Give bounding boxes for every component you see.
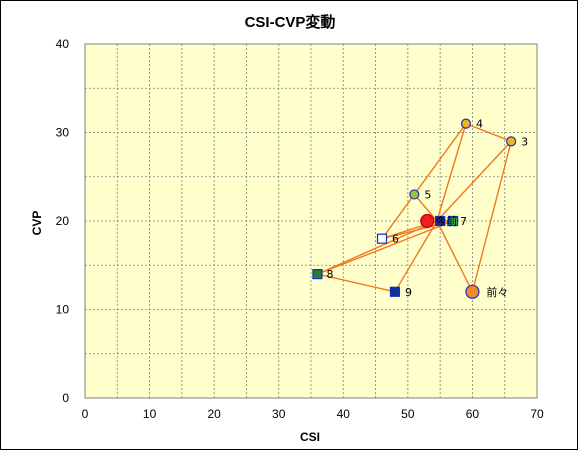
data-point [376,233,388,244]
data-point [435,215,446,227]
x-tick-label: 60 [466,407,480,421]
data-point [312,269,323,280]
series-line [436,140,512,222]
tick-layer: 0 10 20 30 40 50 60 70 0 10 20 30 40 [56,37,544,421]
series-line [413,123,467,195]
data-label: 前 [446,214,457,228]
data-label: 6 [392,233,399,246]
series-line [317,220,454,275]
series-line [381,194,415,240]
grid-layer [85,44,537,398]
data-point [465,284,480,299]
data-point [420,213,435,229]
data-point [389,286,401,297]
x-tick-label: 50 [401,407,415,421]
data-label: 前々 [486,285,508,299]
y-tick-label: 10 [56,303,70,317]
data-point [409,189,420,200]
x-tick-label: 40 [337,407,351,421]
data-label: 今 [435,214,446,228]
x-tick-label: 0 [82,407,89,421]
y-tick-label: 20 [56,214,70,228]
chart-title: CSI-CVP変動 [245,13,336,31]
series-line [394,220,438,293]
x-axis-title: CSI [300,430,320,444]
data-point [506,136,517,147]
data-point [447,215,459,227]
y-tick-label: 0 [62,391,69,405]
x-tick-label: 10 [143,407,157,421]
series-line [317,273,396,293]
data-label: 3 [521,135,528,148]
y-tick-label: 40 [56,37,70,51]
data-label: 8 [326,268,333,281]
marker-layer [312,118,517,299]
y-tick-label: 30 [56,126,70,140]
x-tick-label: 70 [530,407,544,421]
x-tick-label: 30 [272,407,286,421]
series-line [413,193,438,222]
series-line [471,141,512,292]
series-line [436,123,467,222]
data-label: 7 [460,215,467,228]
y-axis-title: CVP [30,211,44,236]
data-label: 5 [424,188,431,201]
data-point [460,118,472,129]
series-line [436,220,474,293]
x-tick-label: 20 [207,407,221,421]
label-layer: 前々 3 4 5 6 7 8 9 前今 [326,118,528,299]
data-label: 9 [405,286,412,299]
series-line [465,122,512,143]
data-label: 4 [476,118,483,131]
